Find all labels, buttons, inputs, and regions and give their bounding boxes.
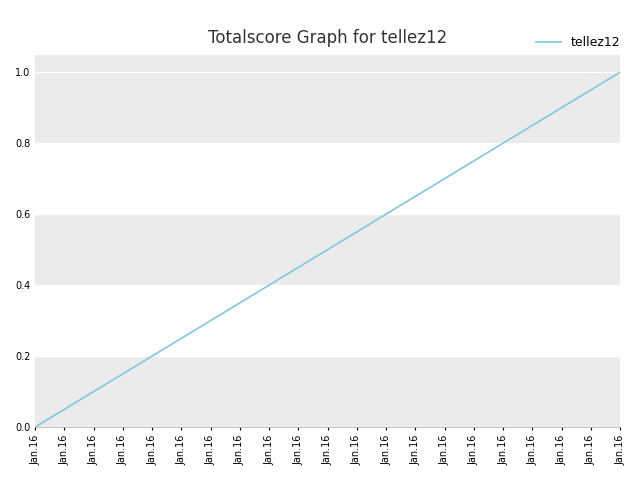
tellez12 [294, 264, 302, 270]
tellez12 [31, 424, 39, 430]
Bar [35, 143, 620, 214]
tellez12 [616, 70, 624, 75]
Line: tellez12: tellez12 [35, 72, 620, 427]
Bar [35, 285, 620, 356]
tellez12 [119, 371, 127, 377]
tellez12 [90, 389, 97, 395]
Bar [35, 72, 620, 143]
Bar [35, 356, 620, 427]
tellez12 [441, 176, 449, 181]
tellez12 [236, 300, 244, 306]
tellez12 [499, 140, 507, 146]
tellez12 [470, 158, 477, 164]
tellez12 [148, 353, 156, 359]
tellez12 [557, 105, 565, 110]
tellez12 [266, 282, 273, 288]
tellez12 [207, 318, 214, 324]
Title: Totalscore Graph for tellez12: Totalscore Graph for tellez12 [208, 29, 447, 48]
tellez12 [529, 122, 536, 128]
Bar [35, 55, 620, 72]
tellez12 [382, 211, 390, 217]
tellez12 [412, 193, 419, 199]
tellez12 [177, 336, 185, 341]
tellez12 [587, 87, 595, 93]
tellez12 [353, 229, 361, 235]
tellez12 [61, 407, 68, 412]
tellez12 [324, 247, 332, 252]
Bar [35, 214, 620, 285]
Legend: tellez12: tellez12 [531, 31, 625, 54]
